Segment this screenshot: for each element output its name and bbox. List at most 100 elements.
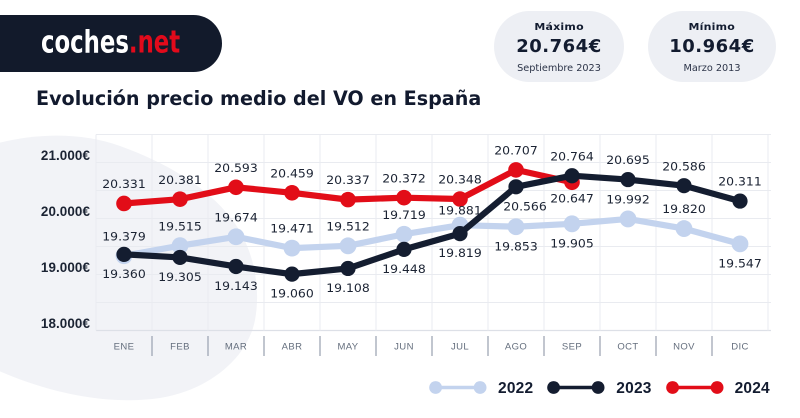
data-point-2023-SEP[interactable] [564,168,580,184]
x-tick-label-JUN: JUN [394,342,414,353]
badge-minimum-value: 10.964€ [669,36,755,58]
data-label-2023-MAR: 19.143 [214,280,258,293]
data-point-2023-DIC[interactable] [732,193,748,209]
data-point-2024-FEB[interactable] [172,191,188,207]
data-label-2024-JUL: 20.348 [438,174,482,187]
x-tick-label-SEP: SEP [562,342,582,353]
data-label-2023-SEP: 20.764 [550,150,594,163]
data-point-2024-JUN[interactable] [396,189,412,206]
logo-brand-red: .net [128,23,181,60]
data-label-2024-SEP: 20.647 [550,192,594,205]
data-label-2023-DIC: 20.311 [718,176,762,189]
data-point-2024-MAR[interactable] [228,179,244,196]
data-label-2023-JUL: 19.819 [438,247,482,260]
coches-net-logo[interactable]: coches.net [0,15,222,72]
data-point-2022-JUN[interactable] [395,225,413,243]
data-label-2022-OCT: 19.992 [606,194,650,207]
data-point-2023-MAR[interactable] [228,258,244,275]
data-label-2023-ENE: 19.360 [102,268,146,281]
data-label-2022-FEB: 19.515 [158,220,202,233]
data-point-2022-ABR[interactable] [283,239,301,257]
x-tick-label-ABR: ABR [282,342,303,353]
data-point-2024-ABR[interactable] [284,184,300,201]
x-tick-label-ENE: ENE [114,342,135,353]
data-label-2024-FEB: 20.381 [158,174,202,187]
legend-marker-dot [591,381,605,394]
data-label-2024-JUN: 20.372 [382,172,426,185]
data-label-2022-AGO: 19.853 [494,240,538,253]
data-point-2024-JUL[interactable] [452,191,468,207]
data-point-2024-ENE[interactable] [116,195,132,212]
data-point-2022-FEB[interactable] [171,237,189,255]
data-label-2022-ABR: 19.471 [270,223,314,236]
y-tick-label-18000: 18.000€ [41,316,91,331]
blob-shape [0,135,258,401]
legend-marker-dot [473,381,487,394]
data-point-2022-SEP[interactable] [563,215,581,233]
data-label-2022-MAR: 19.674 [214,211,258,224]
badge-maximum-label: Máximo [534,21,584,33]
data-label-2023-OCT: 20.695 [606,154,650,167]
legend-item-2023[interactable]: 2023 [547,378,651,398]
data-point-2023-FEB[interactable] [172,249,188,266]
y-tick-label-19000: 19.000€ [41,260,91,275]
data-point-2022-MAR[interactable] [227,228,245,246]
legend-label: 2023 [616,379,652,397]
x-tick-label-JUL: JUL [451,342,469,353]
badge-minimum: Mínimo 10.964€ Marzo 2013 [648,11,776,82]
data-point-2023-JUL[interactable] [452,226,468,242]
x-tick-label-AGO: AGO [505,342,527,353]
x-tick-label-NOV: NOV [673,342,695,353]
data-point-2023-ENE[interactable] [116,246,132,262]
data-point-2023-ABR[interactable] [284,266,300,282]
legend-item-2024[interactable]: 2024 [665,378,770,398]
data-point-2022-NOV[interactable] [675,220,693,237]
data-label-2022-DIC: 19.547 [718,257,762,270]
data-label-2023-ABR: 19.060 [270,288,314,301]
x-tick-label-MAR: MAR [225,342,247,353]
badge-maximum: Máximo 20.764€ Septiembre 2023 [494,11,624,82]
data-point-2023-AGO[interactable] [508,179,524,195]
data-label-2024-MAR: 20.593 [214,162,258,175]
x-tick-label-OCT: OCT [617,342,638,353]
badge-maximum-sublabel: Septiembre 2023 [517,63,601,75]
data-point-2022-OCT[interactable] [619,210,637,228]
data-point-2024-AGO[interactable] [508,162,524,178]
badge-minimum-sublabel: Marzo 2013 [683,63,741,75]
data-label-2024-MAY: 20.337 [326,174,370,187]
data-label-2023-FEB: 19.305 [158,271,202,284]
legend-marker-dot [665,381,679,394]
data-label-2022-SEP: 19.905 [550,237,594,250]
data-label-2022-JUL: 19.881 [438,204,482,217]
legend-marker-dot [429,381,442,394]
data-point-2024-MAY[interactable] [340,191,356,208]
data-point-2022-AGO[interactable] [507,218,525,236]
data-label-2024-AGO: 20.707 [494,145,538,158]
data-point-2023-JUN[interactable] [396,241,412,258]
data-point-2023-MAY[interactable] [340,260,356,277]
chart-legend: 2022 2023 2024 [429,378,770,398]
data-label-2023-NOV: 20.586 [662,160,706,173]
data-label-2023-AGO: 20.566 [503,200,547,213]
data-label-2022-MAY: 19.512 [326,220,370,233]
x-tick-label-MAY: MAY [337,342,358,353]
legend-label: 2024 [734,379,770,397]
data-label-2024-ENE: 20.331 [102,178,146,191]
data-point-2022-MAY[interactable] [339,237,357,255]
data-point-2023-OCT[interactable] [620,171,636,188]
line-2022 [120,215,744,259]
legend-item-2022[interactable]: 2022 [429,378,533,398]
data-point-2023-NOV[interactable] [676,178,692,194]
logo-brand-white: coches [41,23,129,60]
page-title: Evolución precio medio del VO en España [36,87,482,110]
legend-marker-dot [547,381,561,394]
data-label-2022-NOV: 19.820 [662,203,706,216]
data-point-2022-DIC[interactable] [731,235,749,253]
data-label-2022-JUN: 19.719 [382,209,426,222]
data-label-2022-ENE: 19.379 [102,230,146,243]
legend-marker-2024 [665,381,724,394]
data-label-2023-JUN: 19.448 [382,263,426,276]
